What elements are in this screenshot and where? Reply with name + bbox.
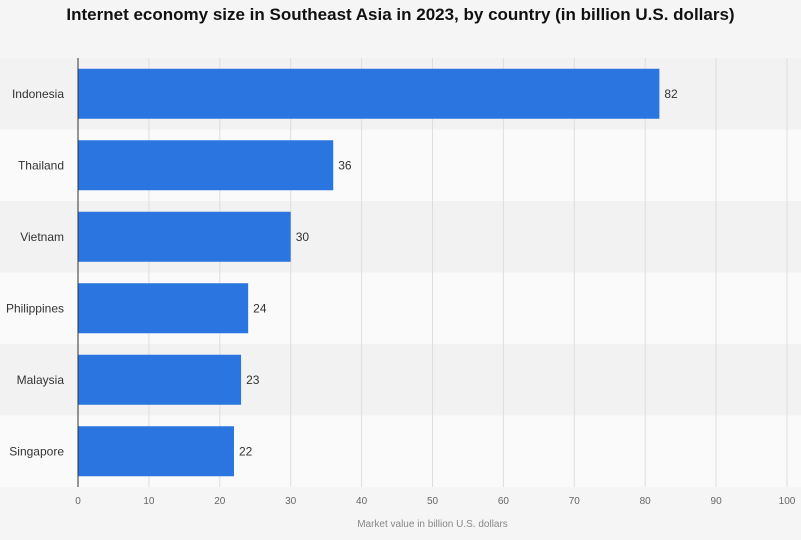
x-tick-label: 80 [640,496,652,507]
bar [78,283,249,334]
bars [78,68,660,477]
category-label: Philippines [6,301,64,315]
value-label: 24 [253,301,267,315]
x-tick-label: 20 [214,496,226,507]
x-tick-label: 60 [498,496,510,507]
chart-title: Internet economy size in Southeast Asia … [66,5,735,24]
category-labels: Indonesia Thailand Vietnam Philippines Malay… [6,87,64,459]
x-tick-label: 100 [779,496,796,507]
category-label: Thailand [18,158,64,172]
value-label: 30 [296,230,310,244]
bar [78,426,234,477]
x-tick-label: 50 [427,496,439,507]
x-tick-label: 10 [143,496,155,507]
bar [78,140,334,191]
row-bands [0,58,801,487]
bar [78,211,291,262]
category-label: Malaysia [17,373,65,387]
category-label: Vietnam [20,230,64,244]
bar [78,68,660,119]
value-label: 22 [239,444,253,458]
x-tick-label: 90 [711,496,723,507]
x-tick-label: 0 [75,496,81,507]
value-label: 82 [664,87,678,101]
x-tick-label: 70 [569,496,581,507]
category-label: Indonesia [12,87,64,101]
category-label: Singapore [9,444,64,458]
value-label: 36 [338,158,352,172]
x-axis-title: Market value in billion U.S. dollars [357,519,508,530]
x-tick-labels: 0 10 20 30 40 50 60 70 80 90 100 [75,496,796,507]
value-label: 23 [246,373,260,387]
x-tick-label: 30 [285,496,297,507]
x-tick-label: 40 [356,496,368,507]
value-labels: 82 36 30 24 23 22 [239,87,678,459]
bar [78,354,242,405]
grid-lines [148,58,788,487]
